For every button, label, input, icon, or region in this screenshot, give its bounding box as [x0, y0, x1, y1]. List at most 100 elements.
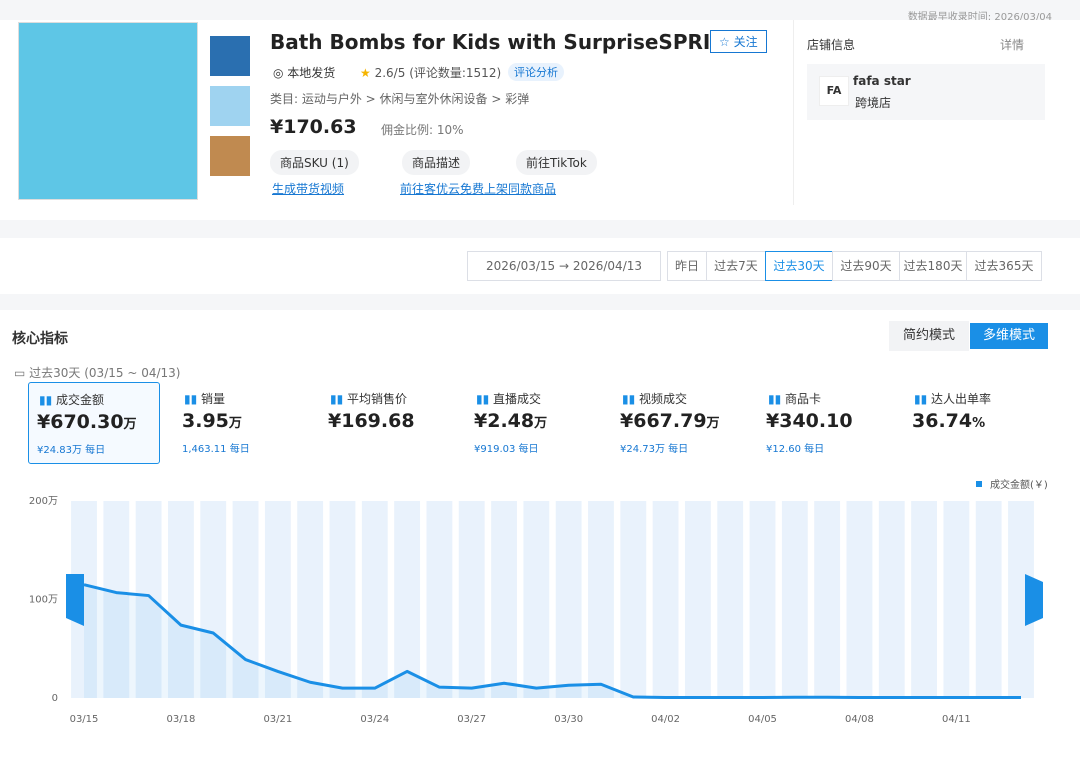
follow-button[interactable]: ☆ 关注 — [710, 30, 767, 53]
thumb[interactable] — [210, 136, 250, 176]
metric-unit: 万 — [123, 417, 137, 432]
metric-value-text: 3.95 — [182, 410, 229, 432]
metric-value-text: ¥670.30 — [37, 411, 124, 433]
mode-multi[interactable]: 多维模式 — [970, 323, 1048, 349]
day-band — [458, 501, 485, 698]
metric-unit: 万 — [228, 416, 242, 431]
metric-unit: % — [972, 416, 986, 431]
x-tick-label: 03/15 — [70, 714, 99, 725]
date-range[interactable]: 2026/03/15 → 2026/04/13 — [467, 251, 661, 281]
description-button[interactable]: 商品描述 — [402, 150, 471, 175]
range-tab[interactable]: 过去180天 — [899, 251, 967, 281]
day-band — [168, 501, 194, 698]
metric[interactable]: ▮▮ 成交金额 ¥670.30万 ¥24.83万 每日 — [28, 382, 160, 464]
rating: ★ 2.6/5 (评论数量:1512) — [360, 66, 502, 80]
day-band — [749, 501, 776, 698]
metric-name: ▮▮ 成交金额 — [39, 393, 105, 407]
category: 类目: 运动与户外 > 休闲与室外休闲设备 > 彩弹 — [270, 92, 530, 106]
video-link[interactable]: 生成带货视频 — [272, 182, 345, 196]
metric-unit: 万 — [534, 416, 548, 431]
day-band — [135, 501, 162, 698]
thumb[interactable] — [210, 86, 250, 126]
metric[interactable]: ▮▮ 商品卡 ¥340.10 ¥12.60 每日 — [758, 382, 888, 462]
date-end[interactable]: 2026/04/13 — [572, 259, 643, 273]
x-tick-label: 03/27 — [457, 714, 486, 725]
period: ▭ 过去30天 (03/15 ~ 04/13) — [14, 366, 181, 380]
metric-name: ▮▮ 销量 — [184, 392, 226, 406]
day-band — [426, 501, 453, 698]
metric-value: ¥667.79万 — [620, 410, 720, 432]
metric-daily: ¥24.73万 每日 — [620, 444, 689, 455]
thumb[interactable] — [210, 36, 250, 76]
shipping-text: 本地发货 — [287, 66, 336, 80]
prev-arrow[interactable] — [66, 574, 84, 626]
sku-button[interactable]: 商品SKU (1) — [270, 150, 359, 175]
metric-value-text: ¥667.79 — [620, 410, 707, 432]
day-band — [943, 501, 970, 698]
review-analysis[interactable]: 评论分析 — [508, 63, 564, 81]
day-band — [684, 501, 711, 698]
metric-name: ▮▮ 平均销售价 — [330, 392, 408, 406]
metric-value: ¥2.48万 — [474, 410, 547, 432]
listing-link[interactable]: 前往客优云免费上架同款商品 — [400, 182, 557, 196]
metric-name: ▮▮ 达人出单率 — [914, 392, 992, 406]
shop-details[interactable]: 详情 — [1000, 38, 1025, 52]
day-band — [878, 501, 905, 698]
line — [83, 583, 1021, 700]
day-band — [846, 501, 873, 698]
legend-label: 成交金额(￥) — [990, 478, 1048, 491]
shop-name: fafa star — [853, 74, 911, 88]
x-tick-label: 03/30 — [554, 714, 583, 725]
metric-name-text: 销量 — [201, 392, 226, 406]
y-tick-label: 100万 — [29, 595, 58, 606]
area — [84, 584, 1021, 698]
y-tick-label: 200万 — [29, 496, 58, 507]
reviews: (评论数量:1512) — [409, 66, 502, 80]
x-tick-label: 03/21 — [263, 714, 292, 725]
next-arrow[interactable] — [1025, 574, 1043, 626]
range-tab[interactable]: 过去30天 — [765, 251, 833, 281]
metric-daily: ¥12.60 每日 — [766, 444, 825, 455]
day-band — [975, 501, 1002, 698]
metric-daily: 1,463.11 每日 — [182, 444, 250, 455]
range-tab[interactable]: 昨日 — [667, 251, 707, 281]
range-tab[interactable]: 过去7天 — [706, 251, 766, 281]
collected-time: 数据最早收录时间: 2026/03/04 — [907, 12, 1052, 23]
follow-label[interactable]: 关注 — [733, 35, 758, 49]
metric-name: ▮▮ 直播成交 — [476, 392, 542, 406]
shop-type: 跨境店 — [855, 96, 892, 110]
rating-text: 2.6/5 — [374, 66, 406, 80]
legend-swatch — [976, 481, 982, 487]
range-tab[interactable]: 过去365天 — [966, 251, 1042, 281]
range-tab[interactable]: 过去90天 — [832, 251, 900, 281]
tiktok-button[interactable]: 前往TikTok — [516, 150, 597, 175]
x-tick-label: 03/18 — [167, 714, 196, 725]
metric[interactable]: ▮▮ 直播成交 ¥2.48万 ¥919.03 每日 — [466, 382, 596, 462]
mode-simple[interactable]: 简约模式 — [889, 321, 969, 351]
metric-daily: ¥24.83万 每日 — [37, 445, 106, 456]
x-tick-label: 04/08 — [845, 714, 874, 725]
metric-value-text: ¥340.10 — [766, 410, 853, 432]
day-band — [232, 501, 259, 698]
metric[interactable]: ▮▮ 销量 3.95万 1,463.11 每日 — [174, 382, 304, 462]
metric-value: 3.95万 — [182, 410, 242, 432]
x-tick-label: 04/02 — [651, 714, 680, 725]
metric[interactable]: ▮▮ 平均销售价 ¥169.68 — [320, 382, 450, 462]
shop-heading: 店铺信息 — [807, 38, 856, 52]
date-start[interactable]: 2026/03/15 — [485, 259, 556, 273]
period-text: 过去30天 (03/15 ~ 04/13) — [29, 366, 181, 380]
x-tick-label: 04/05 — [748, 714, 777, 725]
commission: 佣金比例: 10% — [381, 123, 464, 137]
shop-box[interactable]: FA fafa star 跨境店 — [807, 64, 1045, 120]
metric-name-text: 视频成交 — [639, 392, 688, 406]
day-band — [329, 501, 356, 698]
day-band — [264, 501, 291, 698]
metric[interactable]: ▮▮ 达人出单率 36.74% — [904, 382, 1034, 462]
day-band — [652, 501, 679, 698]
day-band — [200, 501, 227, 698]
price: ¥170.63 — [270, 116, 357, 138]
metric[interactable]: ▮▮ 视频成交 ¥667.79万 ¥24.73万 每日 — [612, 382, 742, 462]
metric-name: ▮▮ 视频成交 — [622, 392, 688, 406]
x-tick-label: 03/24 — [360, 714, 389, 725]
